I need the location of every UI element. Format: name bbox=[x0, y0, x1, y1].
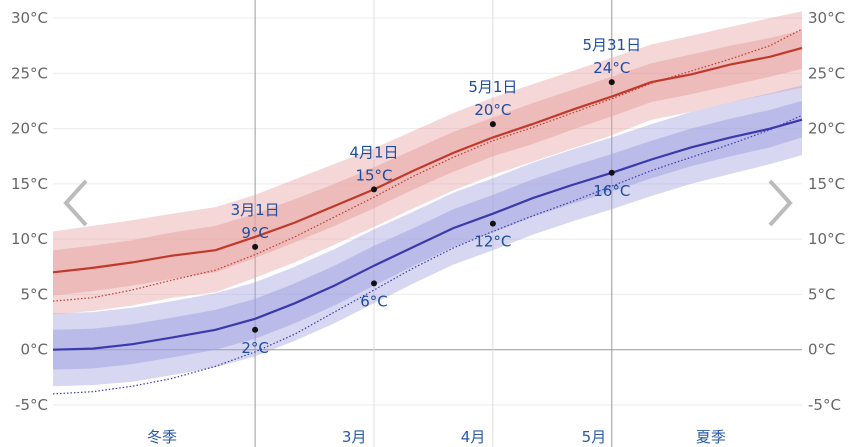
y-tick-label-left: 15°C bbox=[11, 175, 48, 193]
high-data-point bbox=[371, 186, 377, 193]
low-data-point bbox=[371, 280, 377, 287]
annotation-temp: 2°C bbox=[241, 339, 269, 357]
annotation-temp: 20°C bbox=[474, 101, 511, 119]
y-tick-label-left: 30°C bbox=[11, 9, 48, 27]
annotation-temp: 15°C bbox=[355, 166, 392, 184]
low-band-inner bbox=[53, 100, 802, 370]
annotation-temp: 24°C bbox=[593, 59, 630, 77]
y-tick-label-left: -5°C bbox=[15, 396, 48, 414]
x-period-label: 冬季 bbox=[147, 428, 177, 446]
high-data-point bbox=[252, 243, 259, 250]
y-tick-label-right: 20°C bbox=[808, 120, 845, 138]
annotation-temp: 12°C bbox=[474, 233, 511, 251]
next-nav-button[interactable] bbox=[762, 175, 798, 231]
y-tick-label-right: 15°C bbox=[808, 175, 845, 193]
low-data-point bbox=[489, 220, 496, 227]
x-period-label: 5月 bbox=[582, 428, 607, 446]
high-prior-year-line bbox=[52, 28, 803, 302]
high-data-point bbox=[489, 121, 496, 128]
y-tick-label-right: 5°C bbox=[808, 285, 836, 303]
annotation-date: 3月1日 bbox=[231, 201, 280, 219]
annotation-temp: 6°C bbox=[360, 292, 388, 310]
low-data-point bbox=[608, 169, 615, 176]
nav-layer bbox=[58, 175, 798, 231]
annotation-date: 5月31日 bbox=[582, 36, 641, 54]
annotation-date: 5月1日 bbox=[468, 78, 517, 96]
y-tick-label-right: 10°C bbox=[808, 230, 845, 248]
chevron-left-icon bbox=[63, 179, 88, 227]
low-data-point bbox=[252, 326, 259, 333]
y-tick-label-left: 5°C bbox=[20, 285, 48, 303]
prev-nav-button[interactable] bbox=[58, 175, 94, 231]
y-tick-label-left: 0°C bbox=[20, 341, 48, 359]
y-tick-label-left: 20°C bbox=[11, 120, 48, 138]
line-layer bbox=[52, 28, 803, 395]
annotation-date: 4月1日 bbox=[349, 143, 398, 161]
x-period-label: 夏季 bbox=[696, 428, 726, 446]
label-layer: -5°C -5°C 0°C 0°C 5°C 5°C 10°C 10°C 15°C 15°C 20°C… bbox=[11, 9, 845, 446]
low-mean-line bbox=[52, 118, 803, 351]
y-tick-label-left: 25°C bbox=[11, 64, 48, 82]
annotation-temp: 9°C bbox=[241, 224, 269, 242]
x-period-label: 4月 bbox=[461, 428, 486, 446]
annotation-temp: 16°C bbox=[593, 182, 630, 200]
y-tick-label-right: -5°C bbox=[808, 396, 841, 414]
y-tick-label-right: 30°C bbox=[808, 9, 845, 27]
y-tick-label-left: 10°C bbox=[11, 230, 48, 248]
band-layer bbox=[53, 11, 802, 387]
marker-layer bbox=[252, 79, 615, 333]
high-data-point bbox=[608, 79, 615, 86]
x-period-label: 3月 bbox=[342, 428, 367, 446]
high-mean-line bbox=[52, 46, 803, 274]
y-tick-label-right: 0°C bbox=[808, 341, 836, 359]
chevron-right-icon bbox=[768, 179, 793, 227]
y-tick-label-right: 25°C bbox=[808, 64, 845, 82]
